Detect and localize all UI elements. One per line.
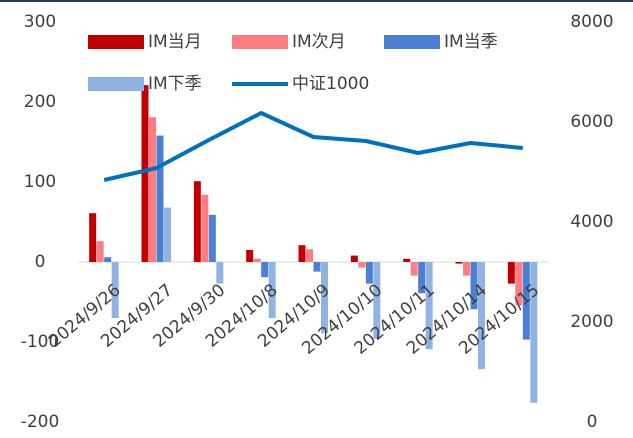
legend-swatch	[384, 35, 440, 49]
bar	[321, 262, 328, 334]
bar	[261, 262, 269, 278]
bar	[208, 214, 216, 262]
bar	[268, 262, 276, 318]
bar	[522, 262, 530, 340]
bar	[201, 194, 209, 262]
bar	[193, 181, 201, 262]
bar	[410, 262, 418, 276]
y-tick-label: 100	[24, 172, 56, 192]
bar	[156, 135, 164, 262]
legend-swatch	[232, 35, 288, 49]
y-tick-label: -100	[21, 332, 60, 352]
bar	[515, 262, 523, 306]
y-tick-label: 300	[24, 12, 56, 32]
bar	[463, 262, 470, 276]
bar	[507, 262, 515, 284]
bar	[373, 262, 381, 339]
y2-tick-label: 0	[587, 412, 598, 432]
y2-tick-label: 2000	[570, 312, 613, 332]
bar	[149, 117, 156, 262]
legend-label: IM次月	[292, 32, 346, 52]
y2-tick-label: 4000	[570, 212, 613, 232]
legend-swatch	[88, 35, 144, 49]
bar	[164, 207, 171, 262]
y2-tick-label: 6000	[570, 112, 613, 132]
line	[103, 111, 524, 182]
bar	[530, 262, 538, 403]
y-tick-label: -200	[21, 412, 60, 432]
bar	[306, 249, 313, 262]
bar	[470, 262, 478, 310]
legend-label: IM当月	[148, 32, 202, 52]
bar	[350, 255, 358, 262]
legend-label: IM当季	[444, 32, 498, 52]
bar	[425, 262, 433, 350]
bar	[455, 262, 463, 264]
y-tick-label: 200	[24, 92, 56, 112]
bar	[216, 262, 224, 284]
bar	[418, 262, 426, 294]
y2-tick-label: 8000	[570, 12, 613, 32]
bar	[358, 262, 366, 268]
legend-label: IM下季	[148, 74, 202, 94]
bar	[403, 258, 411, 262]
bar	[253, 258, 261, 262]
bar	[298, 245, 306, 262]
bar	[478, 262, 485, 370]
bar	[111, 262, 119, 318]
legend-swatch	[88, 77, 144, 91]
bar	[141, 85, 149, 262]
bar	[89, 213, 97, 262]
bar	[96, 241, 104, 262]
bar	[313, 262, 321, 272]
y-tick-label: 0	[35, 252, 46, 272]
bar	[246, 250, 254, 262]
bar	[365, 262, 373, 284]
legend-label: 中证1000	[292, 74, 369, 94]
bar	[104, 257, 112, 262]
